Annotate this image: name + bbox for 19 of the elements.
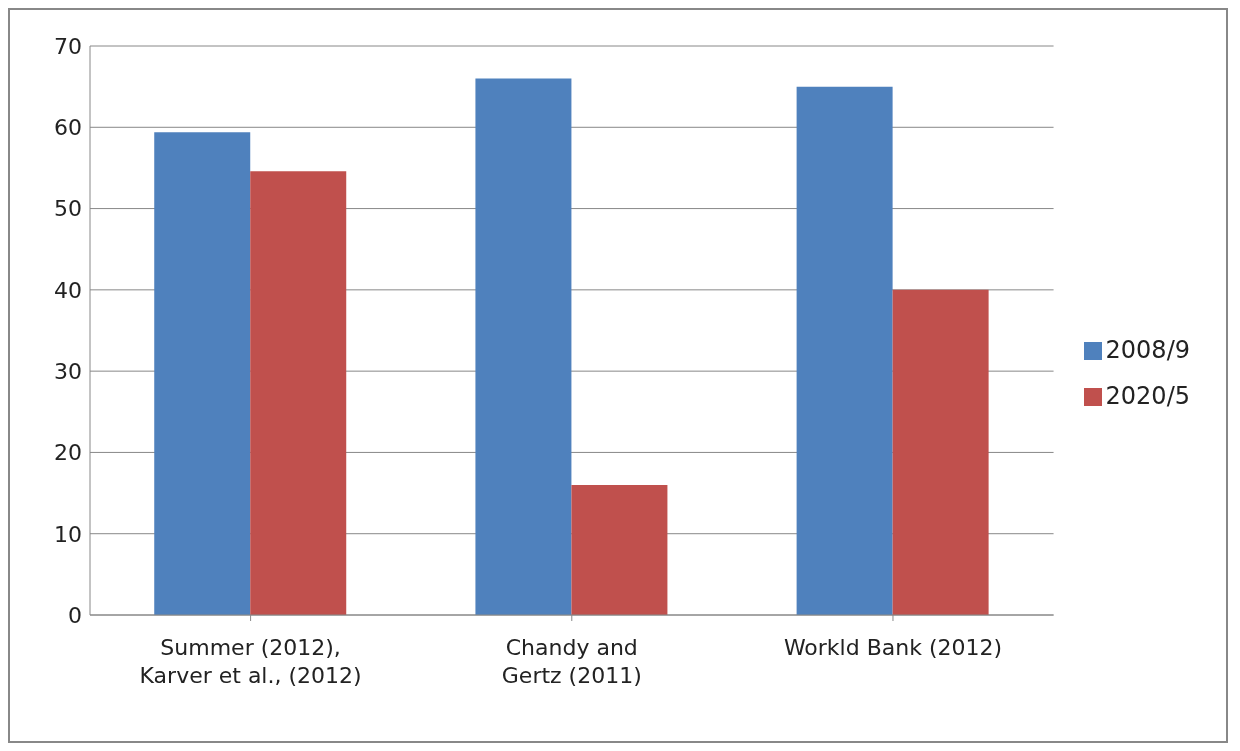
y-tick-label: 70	[54, 33, 82, 59]
y-tick-label: 20	[54, 440, 82, 466]
bar	[892, 289, 989, 615]
bar	[571, 484, 668, 615]
y-tick-label: 10	[54, 521, 82, 547]
bar	[250, 171, 347, 615]
bar	[475, 78, 572, 615]
x-tick-label: Chandy and Gertz (2011)	[501, 635, 642, 688]
legend-label: 2008/9	[1105, 335, 1190, 364]
legend-label: 2020/5	[1105, 381, 1190, 410]
y-tick-label: 60	[54, 115, 82, 141]
bar	[154, 132, 251, 615]
bar	[796, 86, 893, 615]
y-tick-label: 30	[54, 358, 82, 384]
y-tick-label: 0	[68, 602, 82, 628]
x-tick-label: Workld Bank (2012)	[783, 635, 1003, 660]
x-tick-label: Summer (2012), Karver et al., (2012)	[139, 635, 362, 688]
y-tick-label: 40	[54, 277, 82, 303]
y-tick-label: 50	[54, 196, 82, 222]
